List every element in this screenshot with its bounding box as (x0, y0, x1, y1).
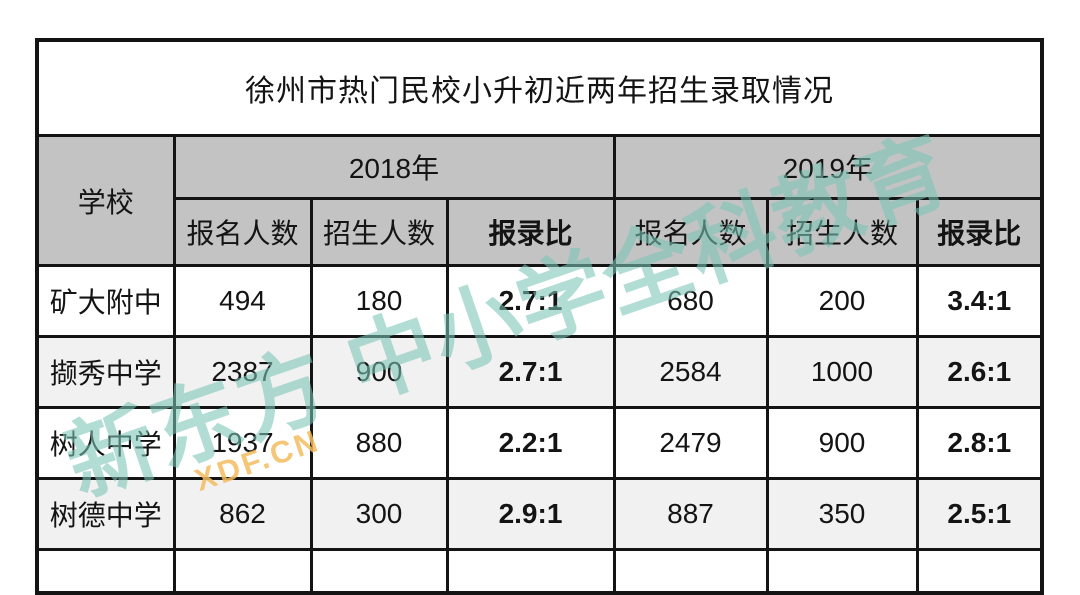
header-ratio-2018: 报录比 (445, 197, 616, 267)
cell-applicants-2018: 1937 (172, 406, 313, 480)
cell-applicants-2018: 862 (172, 477, 313, 551)
cell-empty (915, 548, 1044, 595)
cell-admitted-2018: 300 (309, 477, 449, 551)
subheader-row: 报名人数 招生人数 报录比 报名人数 招生人数 报录比 (37, 197, 1044, 267)
cell-admitted-2018: 880 (309, 406, 449, 480)
cell-empty (309, 548, 449, 595)
header-ratio-2019: 报录比 (915, 197, 1044, 267)
header-admitted-2019: 招生人数 (765, 197, 919, 267)
table-row-xiexiu: 撷秀中学 2387 900 2.7:1 2584 1000 2.6:1 (35, 335, 1044, 409)
cell-ratio-2019: 2.6:1 (915, 335, 1044, 409)
header-applicants-2018: 报名人数 (172, 197, 313, 267)
cell-empty (172, 548, 313, 595)
cell-school: 树人中学 (35, 406, 176, 480)
admissions-table: 徐州市热门民校小升初近两年招生录取情况 学校 2018年 2019年 报名人数 … (35, 38, 1045, 595)
cell-ratio-2019: 2.8:1 (915, 406, 1044, 480)
table-row-shuren: 树人中学 1937 880 2.2:1 2479 900 2.8:1 (35, 406, 1044, 480)
cell-school: 矿大附中 (35, 264, 176, 338)
cell-empty (765, 548, 919, 595)
table-title-row: 徐州市热门民校小升初近两年招生录取情况 (35, 38, 1044, 137)
header-school: 学校 (35, 134, 176, 267)
cell-applicants-2019: 2584 (612, 335, 769, 409)
cell-empty (445, 548, 616, 595)
cell-admitted-2019: 900 (765, 406, 919, 480)
cell-school: 撷秀中学 (35, 335, 176, 409)
cell-ratio-2018: 2.2:1 (445, 406, 616, 480)
cell-applicants-2019: 680 (612, 264, 769, 338)
cell-ratio-2019: 3.4:1 (915, 264, 1044, 338)
header-admitted-2018: 招生人数 (309, 197, 449, 267)
cell-applicants-2018: 2387 (172, 335, 313, 409)
table-row-shude: 树德中学 862 300 2.9:1 887 350 2.5:1 (35, 477, 1044, 551)
cell-admitted-2018: 180 (309, 264, 449, 338)
cell-empty (612, 548, 769, 595)
table-row-partial (35, 548, 1044, 595)
cell-ratio-2019: 2.5:1 (915, 477, 1044, 551)
cell-admitted-2019: 200 (765, 264, 919, 338)
header-applicants-2019: 报名人数 (612, 197, 769, 267)
year-header-row: 学校 2018年 2019年 (35, 134, 1044, 267)
cell-empty (35, 548, 176, 595)
cell-admitted-2019: 350 (765, 477, 919, 551)
cell-applicants-2018: 494 (172, 264, 313, 338)
header-year-2018: 2018年 (172, 134, 616, 200)
cell-admitted-2018: 900 (309, 335, 449, 409)
cell-applicants-2019: 2479 (612, 406, 769, 480)
cell-applicants-2019: 887 (612, 477, 769, 551)
header-year-2019: 2019年 (612, 134, 1044, 200)
cell-ratio-2018: 2.9:1 (445, 477, 616, 551)
cell-admitted-2019: 1000 (765, 335, 919, 409)
cell-ratio-2018: 2.7:1 (445, 335, 616, 409)
table-title: 徐州市热门民校小升初近两年招生录取情况 (35, 38, 1044, 137)
cell-ratio-2018: 2.7:1 (445, 264, 616, 338)
table-row-kuangda: 矿大附中 494 180 2.7:1 680 200 3.4:1 (35, 264, 1044, 338)
cell-school: 树德中学 (35, 477, 176, 551)
